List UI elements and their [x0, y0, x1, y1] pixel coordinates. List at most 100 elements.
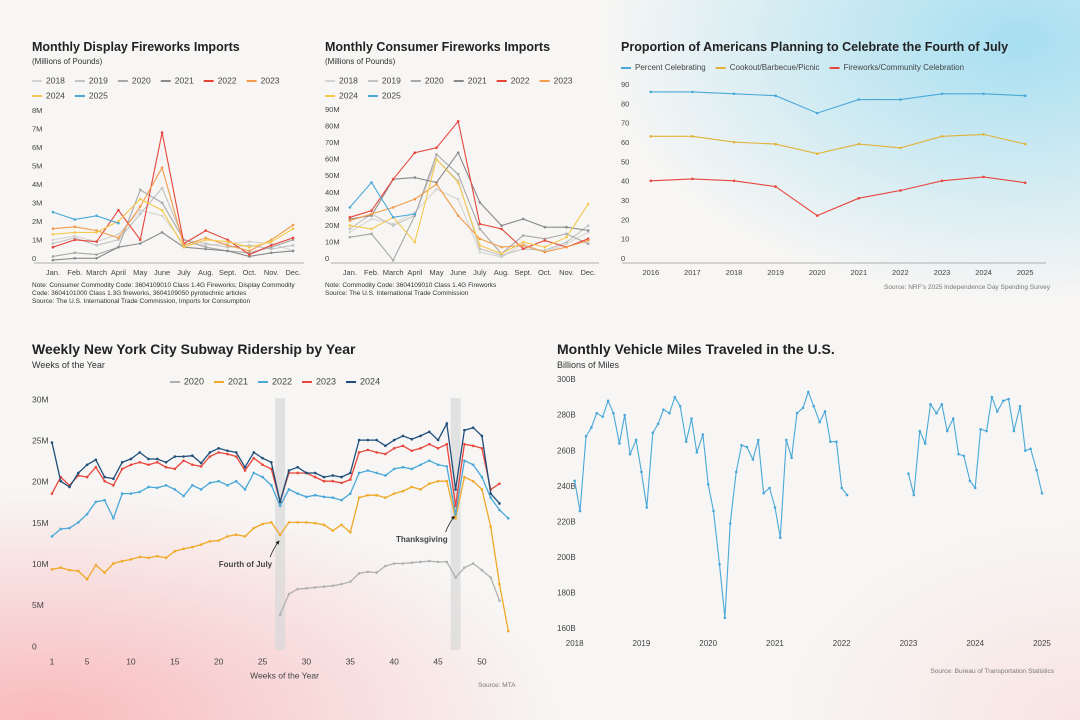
data-point	[138, 208, 142, 212]
data-point	[226, 535, 229, 538]
data-point	[50, 492, 54, 495]
data-point	[305, 586, 308, 590]
data-point	[243, 535, 247, 538]
y-tick-label: 260B	[557, 446, 576, 455]
x-tick-label: Dec.	[285, 268, 300, 277]
data-point	[138, 212, 142, 216]
data-point	[612, 411, 615, 415]
data-point	[208, 481, 212, 485]
chart: 160B 180B 200B 220B 240B 260B 280B 300B 2018 2019…	[557, 375, 1051, 648]
data-point	[968, 479, 972, 483]
data-point	[73, 251, 77, 255]
data-point	[480, 446, 484, 450]
y-tick-label: 200B	[557, 553, 576, 562]
x-tick-label: 2025	[1017, 268, 1034, 277]
data-point	[226, 238, 229, 242]
data-point	[204, 245, 208, 249]
data-point	[348, 224, 352, 227]
data-point	[427, 442, 431, 446]
data-point	[962, 454, 966, 458]
data-point	[1012, 429, 1016, 433]
data-point	[331, 529, 335, 532]
data-point	[234, 455, 238, 458]
data-point	[357, 438, 361, 442]
data-point	[85, 475, 89, 479]
x-tick-label: 15	[170, 656, 180, 666]
data-point	[252, 451, 256, 454]
annotation: Fourth of July	[219, 560, 273, 569]
legend-item: 2023	[539, 75, 573, 85]
data-point	[478, 247, 482, 251]
data-point	[73, 236, 77, 240]
data-point	[565, 245, 568, 249]
data-point	[270, 460, 273, 464]
data-point	[160, 186, 164, 190]
data-point	[595, 411, 599, 415]
legend-item: 2023	[246, 75, 280, 85]
x-tick-label: 2025	[1033, 639, 1051, 648]
data-point	[768, 486, 771, 490]
data-point	[291, 244, 295, 247]
data-point	[985, 429, 988, 433]
y-tick-label: 0	[325, 254, 329, 263]
data-point	[138, 238, 142, 242]
data-point	[427, 430, 431, 434]
data-point	[120, 467, 124, 471]
x-tick-label: June	[154, 268, 170, 277]
legend-item: 2018	[325, 75, 358, 85]
legend-item: 2018	[32, 75, 65, 85]
data-point	[322, 523, 326, 527]
data-point	[413, 151, 417, 155]
data-point	[138, 197, 142, 201]
data-point	[331, 479, 335, 483]
data-point	[435, 182, 438, 186]
data-point	[899, 146, 902, 150]
data-point	[322, 585, 326, 588]
data-point	[907, 472, 910, 476]
data-point	[445, 442, 449, 446]
y-tick-label: 280B	[557, 411, 576, 420]
data-point	[95, 240, 98, 243]
data-point	[734, 470, 738, 474]
y-tick-label: 60	[621, 138, 629, 147]
data-point	[823, 410, 827, 413]
legend-item: 2022	[203, 75, 237, 85]
data-point	[480, 475, 484, 479]
data-point	[401, 465, 405, 469]
y-tick-label: 90	[621, 80, 629, 89]
data-point	[454, 516, 457, 520]
data-point	[410, 467, 414, 471]
legend-label: 2018	[46, 75, 65, 85]
x-tick-label: 2021	[766, 639, 784, 648]
data-point	[370, 232, 373, 236]
legend-label: 2020	[425, 75, 444, 85]
data-point	[662, 408, 665, 411]
data-point	[435, 158, 438, 161]
data-point	[340, 498, 343, 502]
data-point	[691, 135, 694, 138]
x-tick-label: 2019	[633, 639, 651, 648]
x-tick-label: Jan.	[46, 268, 60, 277]
chart-subtitle: (Millions of Pounds)	[32, 57, 103, 66]
series-line	[349, 188, 589, 258]
x-tick-label: Feb.	[364, 268, 379, 277]
x-tick-label: 30	[302, 656, 312, 666]
data-point	[649, 90, 653, 94]
data-point	[640, 470, 643, 474]
data-point	[480, 568, 484, 572]
data-point	[147, 457, 150, 461]
data-point	[454, 512, 457, 516]
data-point	[291, 223, 295, 227]
y-tick-label: 50M	[325, 171, 340, 180]
data-point	[435, 187, 438, 191]
data-point	[456, 151, 460, 155]
highlight-band	[275, 398, 286, 650]
data-point	[410, 561, 414, 565]
y-tick-label: 50	[621, 157, 629, 166]
data-point	[929, 403, 932, 406]
data-point	[454, 504, 457, 508]
y-tick-label: 20M	[32, 477, 49, 487]
data-point	[618, 442, 621, 445]
y-tick-label: 30	[621, 196, 629, 205]
y-tick-label: 70M	[325, 138, 340, 147]
